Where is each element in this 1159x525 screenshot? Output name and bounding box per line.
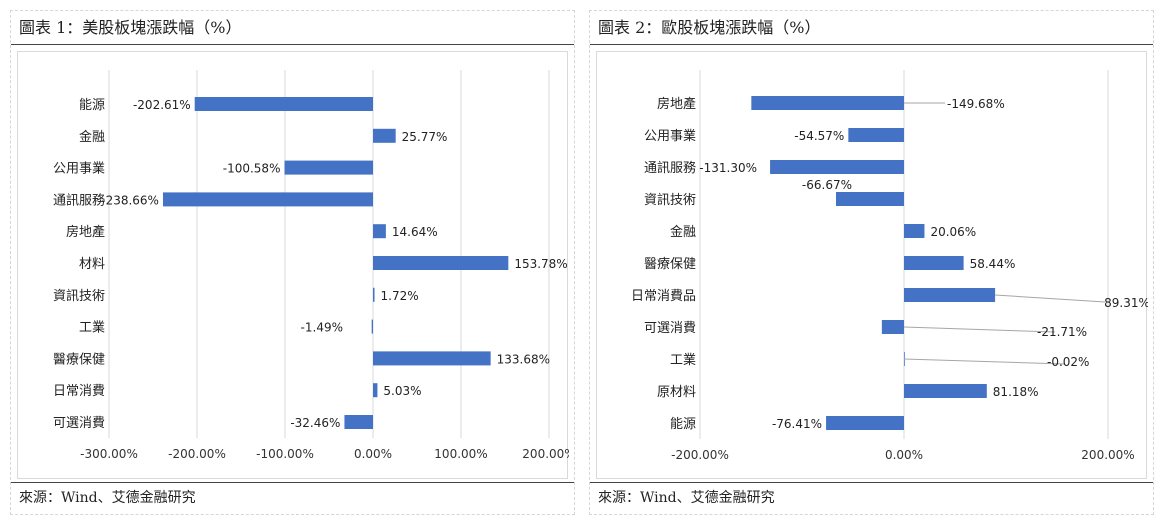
category-label: 原材料 bbox=[657, 385, 696, 400]
category-label: 醫療保健 bbox=[53, 352, 105, 367]
category-label: 可選消費 bbox=[53, 416, 105, 431]
chart-title-us: 圖表 1：美股板塊漲跌幅（%） bbox=[11, 11, 574, 45]
category-label: 工業 bbox=[79, 320, 105, 336]
x-tick-label: -200.00% bbox=[168, 447, 226, 461]
leader-line bbox=[903, 326, 1056, 333]
data-label: -100.58% bbox=[223, 162, 281, 176]
bar bbox=[904, 224, 925, 238]
bar-chart-eu: -200.00% 0.00% 200.00% 房地產 -149.68% 公用事業 -54.5… bbox=[631, 70, 1148, 462]
data-label: 14.64% bbox=[392, 225, 438, 239]
bar bbox=[373, 287, 375, 302]
category-label: 可選消費 bbox=[644, 321, 696, 336]
category-label: 金融 bbox=[670, 224, 696, 240]
bar bbox=[904, 256, 964, 270]
category-label: 醫療保健 bbox=[644, 257, 696, 272]
category-label: 通訊服務 bbox=[644, 161, 696, 176]
category-label: 公用事業 bbox=[644, 128, 696, 144]
category-label: 日常消費品 bbox=[631, 289, 696, 304]
category-label: 資訊技術 bbox=[644, 193, 696, 208]
category-label: 金融 bbox=[79, 129, 105, 145]
x-tick-label: 100.00% bbox=[434, 447, 487, 461]
data-label: -202.61% bbox=[133, 98, 191, 112]
data-label: 89.31% bbox=[1104, 296, 1148, 310]
data-label: -54.57% bbox=[794, 129, 844, 143]
leader-line bbox=[903, 358, 1066, 365]
category-label: 材料 bbox=[79, 257, 105, 272]
bar bbox=[373, 383, 378, 398]
x-tick-label: 0.00% bbox=[885, 448, 923, 462]
x-tick-label: -300.00% bbox=[80, 447, 138, 461]
bar bbox=[904, 384, 987, 398]
data-label: -21.71% bbox=[1037, 325, 1087, 339]
x-tick-label: 200.00% bbox=[1081, 448, 1134, 462]
data-label: -66.67% bbox=[802, 178, 852, 192]
category-label: 工業 bbox=[670, 352, 696, 368]
category-label: 房地產 bbox=[66, 224, 105, 240]
x-tick-label: 0.00% bbox=[354, 447, 392, 461]
bar bbox=[373, 256, 509, 270]
data-label: -149.68% bbox=[947, 97, 1005, 111]
chart-panel-eu: 圖表 2：歐股板塊漲跌幅（%） -200.00% 0.00% 200.00% 房地產 -… bbox=[589, 10, 1154, 515]
x-tick-label: 200.00% bbox=[522, 447, 569, 461]
bar-chart-us: -300.00% -200.00% -100.00% 0.00% 100.00% 200.… bbox=[53, 70, 569, 461]
category-label: 公用事業 bbox=[53, 161, 105, 177]
x-tick-label: -200.00% bbox=[671, 448, 729, 462]
data-label: 5.03% bbox=[383, 384, 421, 398]
category-label: 房地產 bbox=[657, 96, 696, 112]
chart-panel-us: 圖表 1：美股板塊漲跌幅（%） -300.00% -200.00% -100.00%… bbox=[10, 10, 575, 515]
category-label: 通訊服務 bbox=[53, 193, 105, 208]
bar bbox=[848, 128, 904, 142]
data-label: 1.72% bbox=[381, 289, 419, 303]
bar bbox=[835, 192, 904, 206]
bar bbox=[881, 320, 904, 334]
source-note-us: 來源：Wind、艾德金融研究 bbox=[11, 482, 574, 514]
bar bbox=[344, 415, 373, 429]
data-label: 20.06% bbox=[930, 225, 976, 239]
chart-area-eu: -200.00% 0.00% 200.00% 房地產 -149.68% 公用事業 -54.5… bbox=[596, 51, 1148, 479]
category-label: 資訊技術 bbox=[53, 289, 105, 304]
data-label: -0.02% bbox=[1047, 355, 1089, 369]
chart-area-us: -300.00% -200.00% -100.00% 0.00% 100.00% 200.… bbox=[17, 51, 569, 479]
bar bbox=[284, 160, 373, 175]
data-label: -131.30% bbox=[699, 161, 757, 175]
bar bbox=[371, 319, 373, 334]
data-label: 133.68% bbox=[497, 352, 550, 366]
data-label: -76.41% bbox=[772, 417, 822, 431]
bar bbox=[751, 96, 904, 110]
category-label: 能源 bbox=[79, 98, 105, 113]
data-label: 153.78% bbox=[514, 257, 567, 271]
chart-title-eu: 圖表 2：歐股板塊漲跌幅（%） bbox=[590, 11, 1153, 45]
bar bbox=[373, 224, 386, 239]
category-label: 能源 bbox=[670, 417, 696, 432]
bar bbox=[373, 128, 396, 143]
data-label: 58.44% bbox=[970, 257, 1016, 271]
bar bbox=[904, 288, 996, 302]
x-tick-label: -100.00% bbox=[256, 447, 314, 461]
data-label: -32.46% bbox=[290, 416, 340, 430]
bar bbox=[373, 351, 491, 366]
data-label: 81.18% bbox=[993, 385, 1039, 399]
bar bbox=[826, 416, 904, 430]
bar bbox=[162, 192, 373, 207]
data-label: -1.49% bbox=[301, 321, 343, 335]
data-label: -238.66% bbox=[101, 193, 159, 207]
leader-line bbox=[995, 294, 1106, 303]
data-label: 25.77% bbox=[402, 130, 448, 144]
source-note-eu: 來源：Wind、艾德金融研究 bbox=[590, 482, 1153, 514]
bar bbox=[770, 160, 904, 174]
category-label: 日常消費 bbox=[53, 384, 105, 399]
bar bbox=[194, 97, 373, 111]
